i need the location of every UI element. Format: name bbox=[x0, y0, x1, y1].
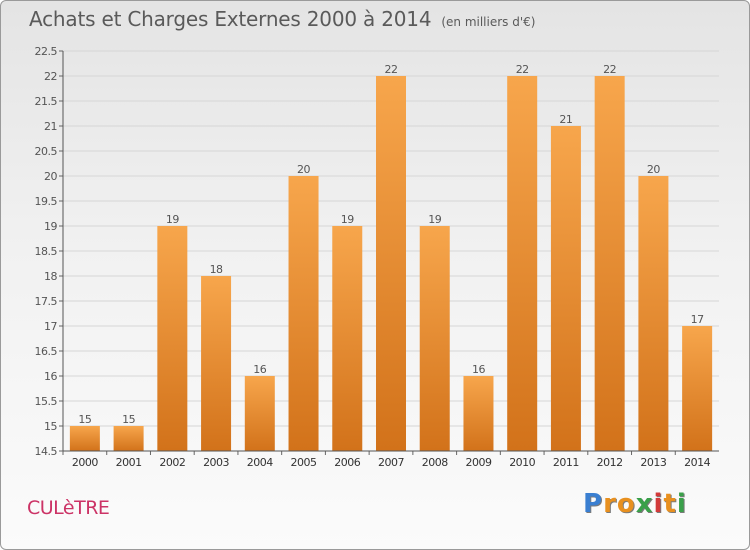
chart-subtitle: (en milliers d'€) bbox=[441, 15, 536, 29]
data-label: 15 bbox=[122, 413, 135, 426]
x-tick-label: 2010 bbox=[509, 456, 535, 469]
data-label: 20 bbox=[297, 163, 310, 176]
y-tick-label: 20.5 bbox=[35, 145, 58, 158]
y-tick-label: 15.5 bbox=[35, 395, 58, 408]
logo-letter: o bbox=[616, 489, 636, 519]
bar-2006 bbox=[332, 226, 363, 451]
y-tick-label: 21.5 bbox=[35, 95, 58, 108]
x-tick-label: 2004 bbox=[247, 456, 273, 469]
bar-2001 bbox=[113, 426, 144, 451]
y-tick-label: 15 bbox=[44, 420, 57, 433]
x-tick-label: 2008 bbox=[422, 456, 448, 469]
data-label: 19 bbox=[166, 213, 179, 226]
bar-2013 bbox=[638, 176, 669, 451]
y-tick-label: 19.5 bbox=[35, 195, 58, 208]
commune-name: CULèTRE bbox=[27, 497, 110, 519]
y-tick-label: 19 bbox=[44, 220, 57, 233]
chart-title: Achats et Charges Externes 2000 à 2014 (e… bbox=[29, 7, 535, 31]
y-tick-label: 18 bbox=[44, 270, 57, 283]
data-label: 15 bbox=[78, 413, 91, 426]
y-tick-label: 21 bbox=[44, 120, 57, 133]
bar-2008 bbox=[419, 226, 450, 451]
x-tick-label: 2011 bbox=[553, 456, 579, 469]
bars: 15 15 19 18 16 20 19 22 19 16 22 21 22 20 17 bbox=[69, 63, 713, 451]
data-label: 19 bbox=[341, 213, 354, 226]
data-label: 22 bbox=[385, 63, 398, 76]
data-label: 20 bbox=[647, 163, 660, 176]
bar-2002 bbox=[157, 226, 188, 451]
y-tick-label: 17 bbox=[44, 320, 57, 333]
x-tick-label: 2003 bbox=[203, 456, 229, 469]
data-label: 21 bbox=[559, 113, 572, 126]
bar-2009 bbox=[463, 376, 494, 451]
bar-2011 bbox=[550, 126, 581, 451]
x-tick-label: 2002 bbox=[159, 456, 185, 469]
logo-letter: r bbox=[603, 489, 617, 519]
bar-2012 bbox=[594, 76, 625, 451]
logo-letter: P bbox=[583, 489, 604, 519]
bar-2004 bbox=[244, 376, 275, 451]
bar-2007 bbox=[376, 76, 406, 451]
logo-letter: i bbox=[653, 489, 664, 519]
x-tick-label: 2006 bbox=[334, 456, 360, 469]
logo-letter: t bbox=[663, 489, 677, 519]
x-tick-label: 2013 bbox=[640, 456, 666, 469]
bar-2010 bbox=[507, 76, 538, 451]
bar-2014 bbox=[682, 326, 713, 451]
logo-letter: i bbox=[676, 489, 687, 519]
y-tick-label: 20 bbox=[44, 170, 57, 183]
data-label: 18 bbox=[210, 263, 223, 276]
data-label: 22 bbox=[516, 63, 529, 76]
data-label: 19 bbox=[428, 213, 441, 226]
bar-2005 bbox=[288, 176, 319, 451]
logo-letter: x bbox=[635, 489, 654, 519]
axes: 14.5 15 15.5 16 16.5 17 17.5 18 18.5 19 19.5 20 20.5… bbox=[35, 45, 719, 469]
data-label: 16 bbox=[253, 363, 266, 376]
chart-title-text: Achats et Charges Externes 2000 à 2014 bbox=[29, 7, 432, 31]
y-tick-label: 16.5 bbox=[35, 345, 58, 358]
x-tick-label: 2007 bbox=[378, 456, 404, 469]
y-tick-label: 18.5 bbox=[35, 245, 58, 258]
x-tick-label: 2012 bbox=[597, 456, 623, 469]
x-tick-label: 2009 bbox=[465, 456, 491, 469]
y-tick-label: 16 bbox=[44, 370, 57, 383]
bar-2000 bbox=[69, 426, 100, 451]
y-tick-label: 22 bbox=[44, 70, 57, 83]
data-label: 17 bbox=[691, 313, 704, 326]
y-tick-label: 17.5 bbox=[35, 295, 58, 308]
y-tick-label: 14.5 bbox=[35, 445, 58, 458]
proxiti-logo: Proxiti bbox=[583, 489, 687, 519]
y-tick-label: 22.5 bbox=[35, 45, 58, 58]
x-tick-label: 2000 bbox=[72, 456, 98, 469]
x-tick-label: 2005 bbox=[291, 456, 317, 469]
x-tick-label: 2014 bbox=[684, 456, 710, 469]
bar-2003 bbox=[201, 276, 232, 451]
data-label: 16 bbox=[472, 363, 485, 376]
x-tick-label: 2001 bbox=[116, 456, 142, 469]
data-label: 22 bbox=[603, 63, 616, 76]
